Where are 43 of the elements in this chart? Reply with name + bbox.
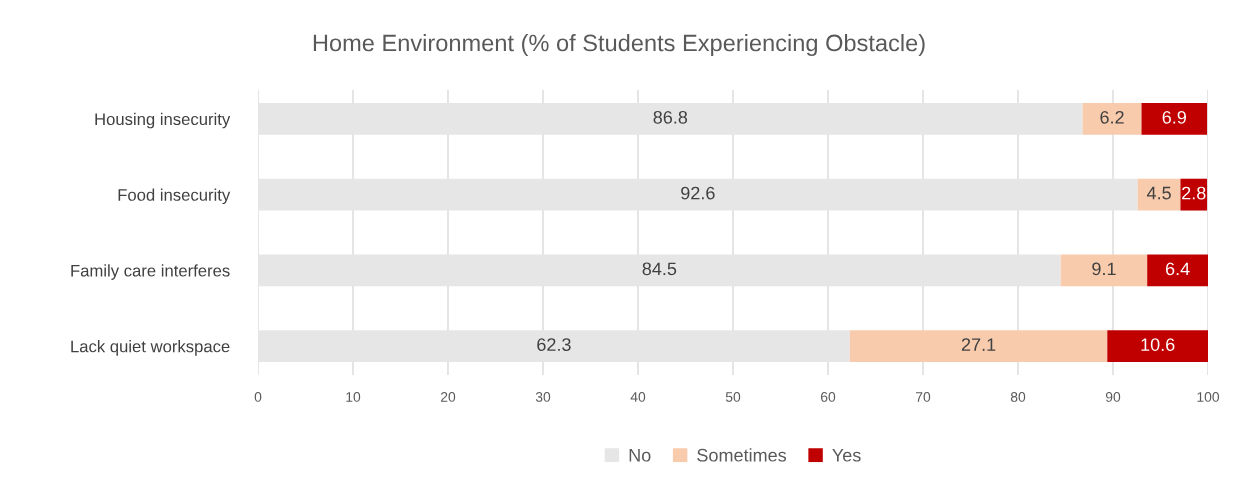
x-tick-label: 50 (725, 392, 741, 402)
data-label: 6.9 (1162, 110, 1186, 124)
bar (1141, 102, 1208, 135)
bar (1060, 254, 1148, 287)
x-tick-label: 60 (820, 392, 836, 402)
x-tick-label: 70 (915, 392, 931, 402)
data-label: 4.5 (1146, 186, 1171, 200)
bar (258, 254, 1061, 287)
data-label: 84.5 (642, 262, 677, 276)
bar (1137, 178, 1181, 211)
data-label: 6.2 (1100, 110, 1124, 124)
bar (1082, 102, 1142, 135)
bar (1180, 178, 1208, 211)
y-tick-label: Housing insecurity (95, 112, 231, 129)
y-tick-label: Lack quiet workspace (71, 340, 230, 356)
data-label: 86.8 (653, 110, 688, 124)
data-label: 9.1 (1092, 262, 1116, 276)
x-tick-label: 80 (1010, 392, 1026, 402)
x-tick-label: 90 (1105, 392, 1121, 402)
chart-title: Home Environment (% of Students Experiencing Obstacle) (313, 34, 925, 56)
data-label: 10.6 (1141, 338, 1175, 351)
x-tick-label: 10 (346, 392, 361, 402)
bar (258, 102, 1083, 135)
bar (258, 178, 1138, 211)
bar (849, 330, 1108, 363)
bar (1147, 254, 1208, 287)
data-label: 62.3 (537, 338, 571, 351)
data-label: 92.6 (681, 186, 715, 200)
y-tick-label: Family care interferes (71, 264, 230, 280)
x-tick-label: 100 (1197, 392, 1220, 402)
data-label: 6.4 (1165, 262, 1190, 276)
x-tick-label: 40 (630, 392, 646, 402)
y-tick-label: Food insecurity (118, 188, 231, 205)
legend-label: No (629, 449, 651, 462)
x-tick-label: 20 (440, 392, 456, 402)
legend-label: Yes (832, 449, 861, 462)
data-label: 27.1 (961, 338, 996, 351)
x-tick-label: 0 (254, 392, 262, 402)
bar (258, 330, 850, 363)
bar (1107, 330, 1208, 363)
legend-label: Sometimes (697, 448, 787, 462)
data-label: 2.8 (1182, 186, 1206, 200)
x-tick-label: 30 (535, 392, 551, 402)
